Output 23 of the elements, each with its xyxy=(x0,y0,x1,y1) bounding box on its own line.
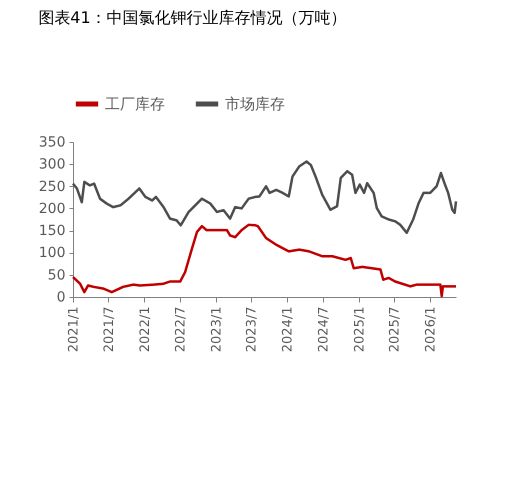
x-tick-label: 2021/7 xyxy=(102,306,117,352)
chart-title: 图表41：中国氯化钾行业库存情况（万吨） xyxy=(38,8,347,27)
y-tick-label: 350 xyxy=(38,134,66,150)
x-tick-label: 2024/7 xyxy=(316,306,332,352)
x-tick-label: 2024/1 xyxy=(280,306,296,352)
y-tick-label: 300 xyxy=(38,156,66,173)
x-tick-label: 2025/7 xyxy=(388,306,403,352)
legend-label: 市场库存 xyxy=(225,95,285,113)
x-tick-label: 2026/1 xyxy=(424,306,439,352)
x-tick-label: 2023/7 xyxy=(244,306,260,352)
y-tick-label: 100 xyxy=(38,245,66,262)
x-tick-label: 2025/1 xyxy=(352,306,368,352)
y-tick-label: 250 xyxy=(38,178,66,195)
x-tick-label: 2021/1 xyxy=(66,306,82,352)
legend-label: 工厂库存 xyxy=(105,95,165,113)
x-tick-label: 2022/7 xyxy=(173,306,188,352)
y-tick-label: 50 xyxy=(48,267,66,284)
y-tick-label: 0 xyxy=(56,290,66,306)
x-tick-label: 2023/1 xyxy=(209,306,224,352)
y-tick-label: 150 xyxy=(38,223,66,240)
line-series xyxy=(72,160,458,234)
x-tick-label: 2022/1 xyxy=(138,306,153,352)
y-tick-label: 200 xyxy=(38,200,66,217)
